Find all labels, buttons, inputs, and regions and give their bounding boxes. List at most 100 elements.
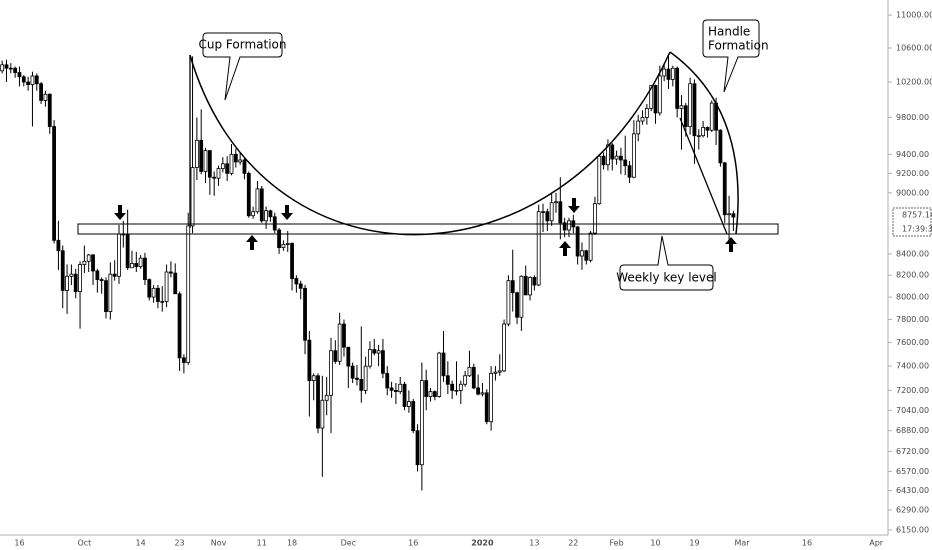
candle-body bbox=[450, 383, 455, 391]
candle-body bbox=[709, 102, 714, 131]
candle-body bbox=[623, 159, 628, 167]
candle-body bbox=[567, 220, 571, 231]
candle-body bbox=[320, 399, 325, 429]
y-tick-label: 9200.00 bbox=[896, 169, 929, 178]
candle-body bbox=[307, 339, 312, 382]
candle-body bbox=[277, 229, 281, 249]
candle-body bbox=[39, 83, 44, 101]
candle-body bbox=[558, 201, 563, 224]
candle-body bbox=[264, 210, 269, 222]
y-tick-label: 10200.00 bbox=[896, 78, 932, 87]
candle-body bbox=[26, 81, 31, 86]
candle-body bbox=[43, 93, 48, 101]
candle-body bbox=[52, 126, 56, 241]
candle-body bbox=[714, 102, 718, 131]
candle-body bbox=[285, 243, 290, 245]
candle-body bbox=[463, 375, 468, 385]
x-tick-label: 16 bbox=[802, 539, 812, 548]
candle-body bbox=[705, 127, 710, 131]
candle-body bbox=[194, 139, 199, 169]
candle-body bbox=[216, 168, 221, 179]
candles bbox=[0, 54, 736, 491]
candle-body bbox=[173, 272, 178, 295]
candle-body bbox=[593, 203, 597, 234]
candle-body bbox=[610, 144, 615, 160]
callout-level: Weekly key level bbox=[616, 235, 717, 291]
x-tick-label: 18 bbox=[287, 539, 297, 548]
candle-body bbox=[86, 254, 91, 262]
price-label-box bbox=[892, 207, 932, 237]
candle-body bbox=[502, 323, 506, 372]
x-tick-label: 16 bbox=[408, 539, 418, 548]
candle-body bbox=[337, 323, 342, 362]
candle-body bbox=[428, 391, 433, 397]
candle-body bbox=[606, 144, 610, 166]
candle-body bbox=[484, 392, 489, 423]
candle-body bbox=[169, 271, 173, 274]
candle-body bbox=[368, 349, 372, 367]
y-tick-label: 6290.00 bbox=[896, 506, 929, 515]
y-tick-label: 9400.00 bbox=[896, 150, 929, 159]
candle-body bbox=[536, 211, 541, 286]
candle-body bbox=[515, 292, 519, 318]
candle-body bbox=[303, 287, 307, 341]
candle-body bbox=[627, 165, 632, 178]
candle-body bbox=[233, 153, 238, 163]
candle-body bbox=[143, 257, 147, 280]
candle-body bbox=[419, 380, 424, 466]
candle-body bbox=[489, 372, 493, 423]
x-tick-label: 16 bbox=[14, 539, 24, 548]
candle-body bbox=[324, 394, 329, 401]
candle-body bbox=[679, 105, 684, 109]
candle-body bbox=[333, 350, 338, 362]
callout-handle: Handle Formation bbox=[702, 19, 769, 93]
candle-body bbox=[350, 365, 355, 379]
candle-body bbox=[21, 76, 26, 83]
candle-body bbox=[160, 301, 165, 303]
candle-body bbox=[238, 159, 243, 163]
candle-body bbox=[255, 188, 260, 213]
candle-body bbox=[251, 211, 256, 217]
candle-body bbox=[506, 280, 511, 325]
x-tick-label: 10 bbox=[650, 539, 660, 548]
candle-body bbox=[480, 392, 485, 395]
candle-body bbox=[225, 163, 230, 174]
candle-body bbox=[82, 260, 87, 265]
candle-body bbox=[138, 257, 143, 268]
candle-body bbox=[56, 239, 61, 252]
candle-body bbox=[722, 162, 727, 216]
candle-body bbox=[432, 391, 437, 397]
x-tick-label: 11 bbox=[257, 539, 267, 548]
last-price: 8757.14 bbox=[902, 211, 932, 220]
candle-body bbox=[130, 263, 134, 269]
arrows bbox=[114, 198, 737, 256]
candle-body bbox=[359, 378, 364, 391]
candle-body bbox=[614, 155, 619, 160]
arrow-down bbox=[114, 205, 126, 220]
candle-body bbox=[104, 280, 108, 313]
candle-body bbox=[696, 135, 701, 137]
candle-body bbox=[519, 275, 524, 318]
candle-body bbox=[454, 389, 459, 392]
candle-body bbox=[528, 277, 532, 296]
candle-body bbox=[580, 250, 584, 257]
candle-body bbox=[290, 243, 294, 279]
candle-body bbox=[381, 350, 385, 374]
candle-body bbox=[636, 120, 641, 135]
x-tick-label: 19 bbox=[689, 539, 699, 548]
candle-body bbox=[181, 357, 186, 363]
callout-box bbox=[702, 19, 760, 93]
candle-body bbox=[619, 155, 623, 161]
candle-body bbox=[411, 401, 416, 432]
candle-body bbox=[316, 375, 320, 429]
arrow-down bbox=[281, 205, 293, 220]
candle-body bbox=[134, 263, 139, 268]
candle-body bbox=[329, 350, 333, 396]
candle-body bbox=[688, 83, 693, 127]
candle-body bbox=[640, 117, 645, 122]
candle-body bbox=[437, 352, 442, 397]
handle-line bbox=[679, 117, 728, 235]
candle-body bbox=[8, 67, 13, 70]
x-tick-label: 13 bbox=[529, 539, 539, 548]
